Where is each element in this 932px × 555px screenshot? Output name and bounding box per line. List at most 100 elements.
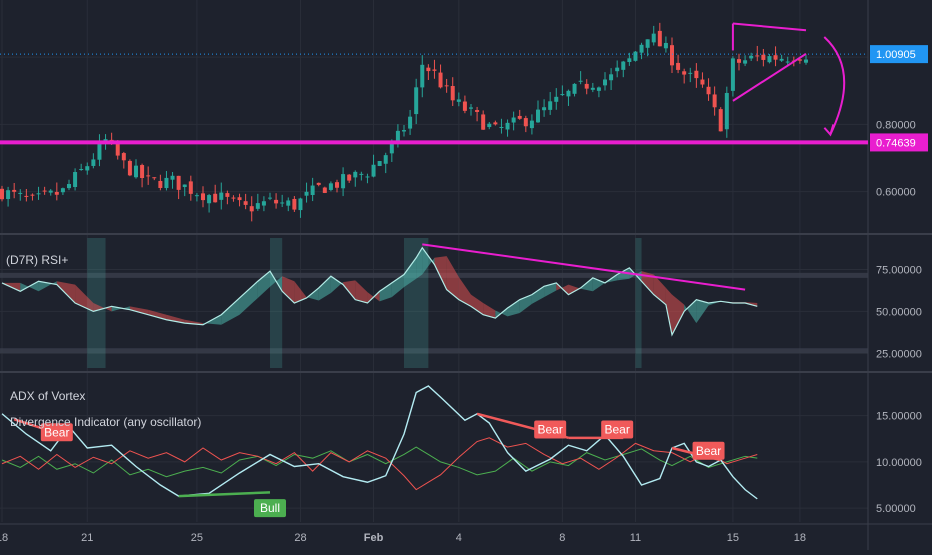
candle[interactable] — [359, 173, 364, 175]
candle[interactable] — [700, 79, 705, 85]
candle[interactable] — [682, 71, 687, 75]
candle[interactable] — [6, 190, 11, 199]
candle[interactable] — [371, 164, 376, 177]
candle[interactable] — [201, 193, 205, 201]
rsi-trendline[interactable] — [422, 243, 746, 291]
price-panel[interactable] — [0, 22, 868, 222]
candle[interactable] — [316, 182, 321, 185]
candle[interactable] — [170, 175, 175, 180]
candle[interactable] — [213, 193, 218, 203]
bear-label-box[interactable] — [692, 441, 725, 460]
candle[interactable] — [456, 99, 461, 102]
candle[interactable] — [670, 45, 674, 66]
bull-divergence-line[interactable] — [178, 491, 271, 498]
candle[interactable] — [18, 192, 23, 194]
candle[interactable] — [462, 101, 467, 111]
candle[interactable] — [91, 159, 96, 166]
candle[interactable] — [651, 33, 656, 43]
candle[interactable] — [152, 177, 157, 179]
candle[interactable] — [304, 191, 309, 196]
candle[interactable] — [261, 201, 266, 206]
candle[interactable] — [207, 195, 212, 204]
candle[interactable] — [365, 176, 370, 178]
vortex-panel[interactable]: Bear Bear Bear Bear Bull — [1, 385, 758, 518]
candle[interactable] — [779, 58, 784, 61]
candle[interactable] — [572, 83, 577, 94]
candle[interactable] — [408, 116, 413, 129]
candle[interactable] — [621, 61, 626, 70]
candle[interactable] — [60, 188, 65, 193]
candle[interactable] — [688, 72, 693, 74]
candle[interactable] — [578, 80, 583, 82]
candle[interactable] — [706, 86, 711, 95]
candle[interactable] — [414, 87, 419, 115]
candle[interactable] — [158, 180, 163, 188]
candle[interactable] — [767, 56, 772, 63]
candle[interactable] — [121, 153, 126, 161]
candle[interactable] — [493, 122, 498, 125]
candle[interactable] — [529, 120, 534, 129]
candle[interactable] — [347, 174, 352, 181]
candle[interactable] — [487, 123, 492, 128]
candle[interactable] — [499, 126, 504, 128]
candle[interactable] — [785, 61, 790, 63]
candle[interactable] — [432, 69, 437, 71]
vortex-series-red[interactable] — [1, 437, 758, 491]
candle[interactable] — [36, 193, 41, 195]
candle[interactable] — [341, 174, 346, 189]
candle[interactable] — [268, 197, 272, 199]
candle[interactable] — [536, 109, 540, 123]
candle[interactable] — [140, 165, 145, 179]
candle[interactable] — [475, 110, 480, 112]
candle[interactable] — [389, 143, 394, 154]
vortex-series-green[interactable] — [1, 446, 758, 478]
candle[interactable] — [773, 55, 778, 60]
candle[interactable] — [274, 199, 279, 204]
candle[interactable] — [42, 190, 47, 192]
candle[interactable] — [249, 206, 254, 212]
candle[interactable] — [377, 161, 382, 166]
candle[interactable] — [353, 171, 358, 178]
candle[interactable] — [134, 165, 138, 178]
candle[interactable] — [298, 198, 303, 211]
triangle-upper-line[interactable] — [732, 22, 807, 32]
candle[interactable] — [383, 155, 388, 164]
bear-label-box[interactable] — [534, 420, 567, 439]
candle[interactable] — [438, 72, 443, 88]
candle[interactable] — [590, 87, 595, 90]
candle[interactable] — [402, 130, 406, 132]
bear-label-box[interactable] — [40, 423, 73, 442]
candle[interactable] — [395, 130, 400, 142]
candle[interactable] — [511, 117, 516, 123]
candle[interactable] — [584, 83, 589, 89]
candle[interactable] — [280, 202, 285, 204]
candle[interactable] — [730, 58, 735, 91]
candle[interactable] — [255, 203, 260, 209]
candle[interactable] — [115, 143, 120, 156]
candle[interactable] — [322, 187, 327, 193]
candle[interactable] — [627, 58, 632, 63]
candle[interactable] — [755, 55, 760, 57]
candle[interactable] — [188, 181, 193, 194]
candle[interactable] — [743, 60, 748, 64]
candle[interactable] — [85, 166, 90, 171]
triangle-lower-line[interactable] — [732, 52, 807, 102]
candle[interactable] — [292, 198, 297, 210]
candle[interactable] — [30, 194, 35, 196]
candle[interactable] — [48, 190, 53, 193]
candle[interactable] — [231, 197, 236, 199]
candle[interactable] — [517, 115, 522, 119]
candle[interactable] — [676, 62, 681, 70]
candle[interactable] — [194, 195, 199, 197]
candle[interactable] — [596, 87, 601, 91]
candle[interactable] — [724, 92, 729, 130]
candle[interactable] — [469, 107, 473, 109]
candle[interactable] — [176, 175, 181, 190]
candle[interactable] — [657, 30, 662, 47]
candle[interactable] — [286, 200, 291, 206]
candle[interactable] — [12, 189, 17, 192]
candle[interactable] — [603, 79, 607, 86]
candle[interactable] — [420, 64, 425, 88]
candle[interactable] — [219, 192, 224, 200]
candle[interactable] — [615, 67, 620, 72]
